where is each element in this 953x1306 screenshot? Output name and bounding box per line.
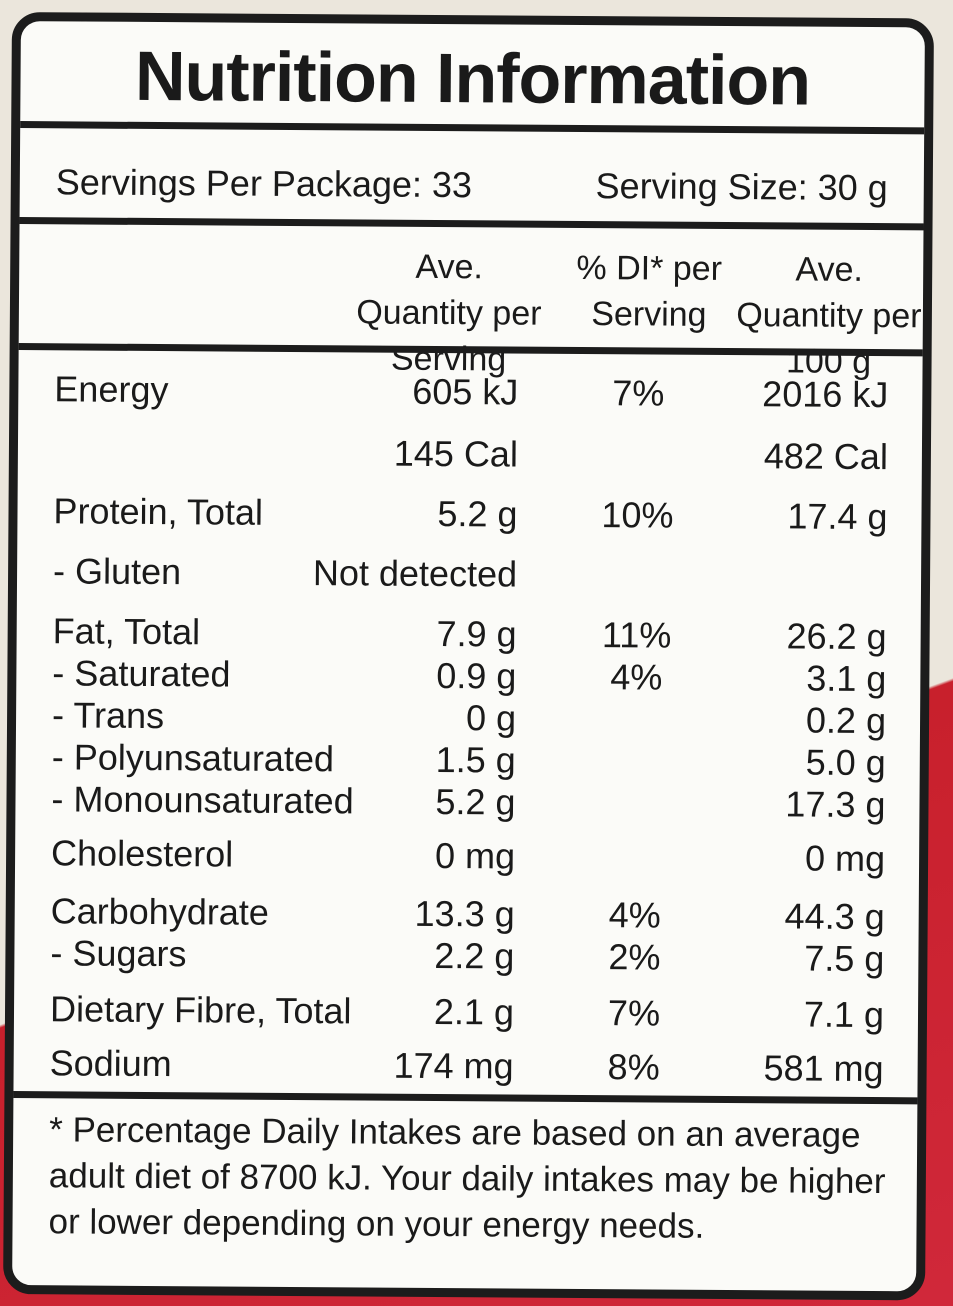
per-100g-value: 7.1 g xyxy=(803,993,885,1036)
divider-footnote xyxy=(13,1091,918,1105)
servings-per-package: Servings Per Package: 33 xyxy=(55,161,473,206)
di-percent-value xyxy=(573,435,703,436)
nutrient-name: - Trans xyxy=(51,694,165,737)
panel-title: Nutrition Information xyxy=(134,36,811,120)
per-serving-value: 145 Cal xyxy=(393,432,519,475)
nutrition-panel: Nutrition Information Servings Per Packa… xyxy=(3,12,934,1301)
per-serving-value: 2.1 g xyxy=(433,990,515,1033)
per-100g-value: 5.0 g xyxy=(805,741,886,784)
nutrient-name: Energy xyxy=(54,368,169,411)
nutrient-name: - Sugars xyxy=(50,932,187,975)
per-100g-value: 581 mg xyxy=(763,1047,884,1090)
serving-size: Serving Size: 30 g xyxy=(595,165,888,209)
di-percent-value: 8% xyxy=(607,1046,660,1088)
per-serving-value: 2.2 g xyxy=(434,934,515,977)
di-percent-value xyxy=(570,837,700,838)
per-serving-value: 605 kJ xyxy=(412,370,519,413)
per-serving-value: 0 mg xyxy=(434,834,516,877)
per-100g-value: 44.3 g xyxy=(784,895,885,938)
per-serving-value: 1.5 g xyxy=(435,738,516,781)
nutrient-name: - Saturated xyxy=(52,652,231,695)
di-percent-value: 7% xyxy=(612,372,665,414)
di-percent-value: 7% xyxy=(607,992,661,1034)
divider-servings xyxy=(19,217,924,231)
footnote: * Percentage Daily Intakes are based on … xyxy=(48,1110,886,1246)
di-percent-value xyxy=(571,699,701,700)
per-serving-value: 13.3 g xyxy=(414,892,515,935)
header-per-100g: Ave. Quantity per 100 g xyxy=(736,250,922,382)
di-percent-value xyxy=(572,555,702,556)
per-100g-value: 2016 kJ xyxy=(762,373,889,416)
per-serving-value: 0.9 g xyxy=(436,654,517,697)
di-percent-value xyxy=(571,741,701,742)
per-serving-value: Not detected xyxy=(312,552,518,595)
di-percent-value: 2% xyxy=(608,936,661,978)
di-percent-value xyxy=(571,783,701,784)
per-100g-value: 3.1 g xyxy=(806,657,887,700)
nutrient-name: Sodium xyxy=(49,1042,172,1085)
nutrient-name: - Gluten xyxy=(52,550,182,593)
nutrient-name: Carbohydrate xyxy=(50,890,270,933)
per-serving-value: 0 g xyxy=(465,697,517,739)
nutrient-table: Energy 605 kJ 7% 2016 kJ 145 Cal 482 Cal Prote… xyxy=(21,21,925,1089)
di-percent-value: 10% xyxy=(601,494,674,536)
nutrient-name: Fat, Total xyxy=(52,610,201,653)
di-percent-value: 4% xyxy=(610,656,663,698)
header-di-per-serving: % DI* per Serving xyxy=(576,248,723,334)
per-serving-value: 5.2 g xyxy=(437,492,518,535)
per-serving-value: 5.2 g xyxy=(435,780,516,823)
divider-top xyxy=(20,121,925,135)
per-100g-value: 7.5 g xyxy=(804,937,885,980)
nutrient-name: Protein, Total xyxy=(53,490,264,533)
di-percent-value: 4% xyxy=(608,894,661,936)
per-100g-value: 482 Cal xyxy=(763,435,889,478)
per-100g-value: 17.3 g xyxy=(785,783,886,826)
per-100g-value: 26.2 g xyxy=(786,615,887,658)
per-serving-value: 174 mg xyxy=(393,1044,514,1087)
per-100g-value: 17.4 g xyxy=(787,495,888,538)
per-100g-value: 0 mg xyxy=(804,837,886,880)
header-per-serving: Ave. Quantity per Serving xyxy=(356,247,542,379)
nutrient-name: Cholesterol xyxy=(50,832,234,875)
per-serving-value: 7.9 g xyxy=(436,612,517,655)
per-100g-value xyxy=(707,556,887,557)
di-percent-value: 11% xyxy=(601,614,672,656)
per-100g-value: 0.2 g xyxy=(805,699,887,742)
